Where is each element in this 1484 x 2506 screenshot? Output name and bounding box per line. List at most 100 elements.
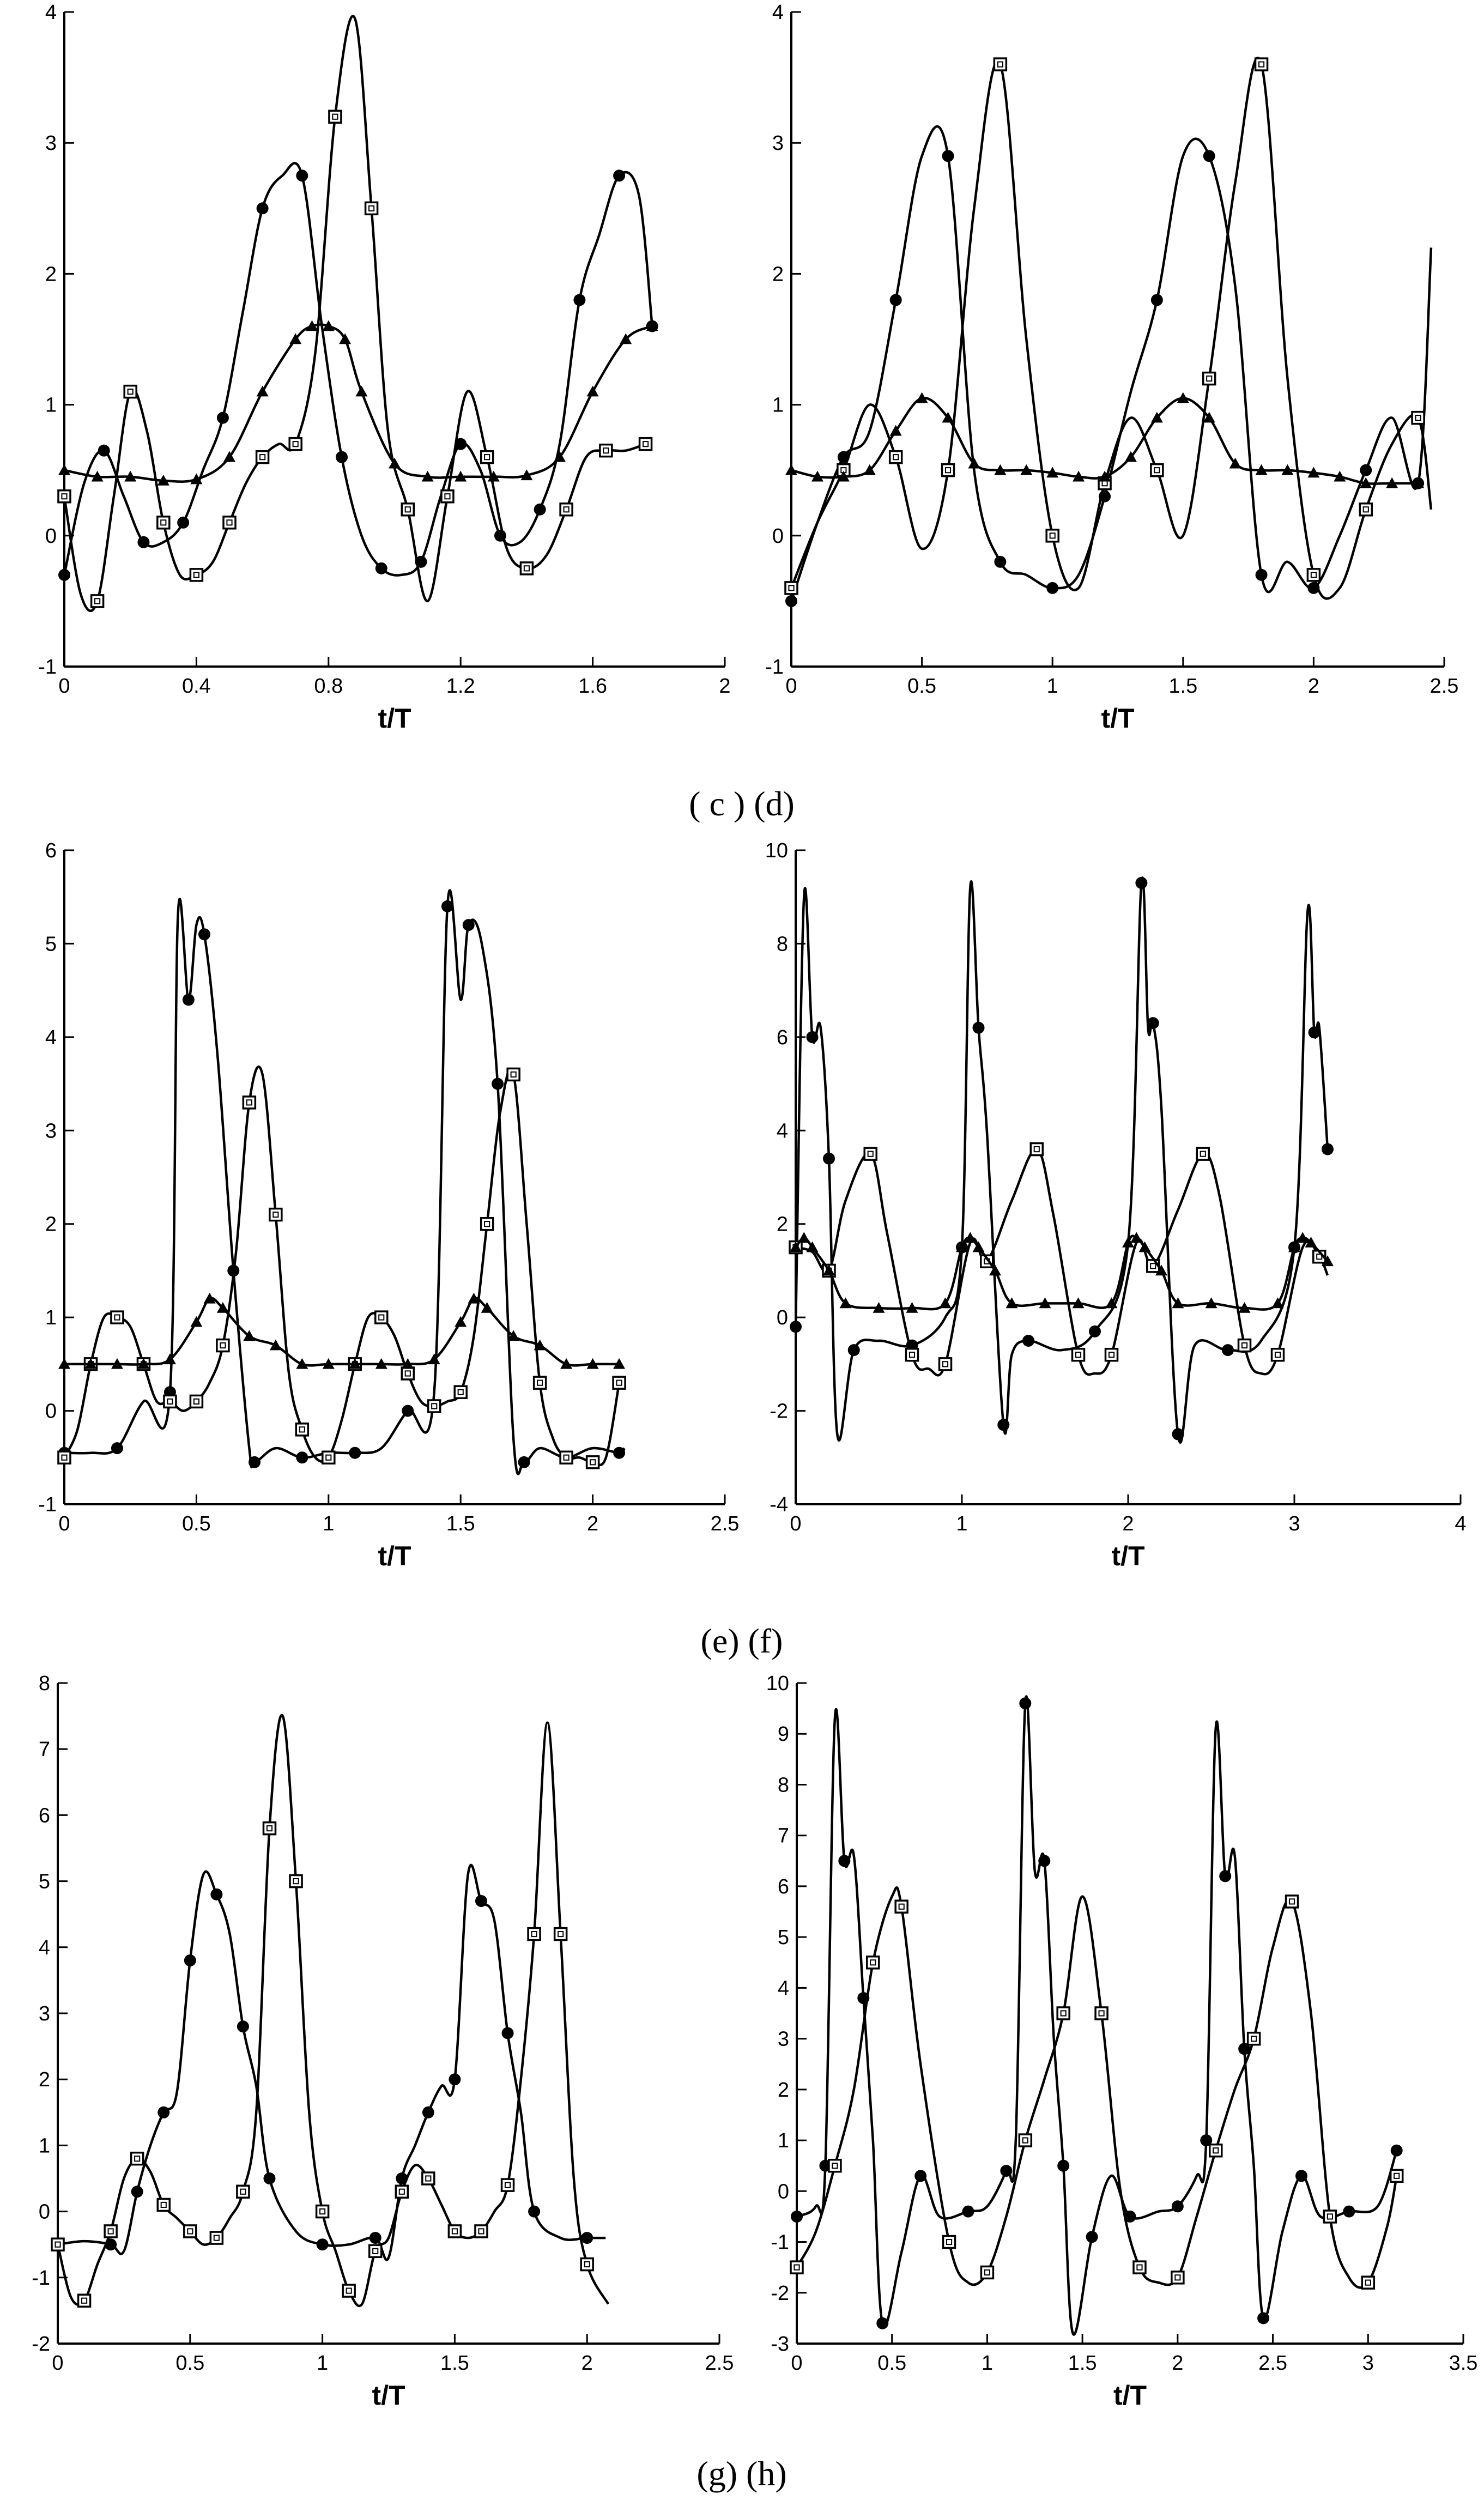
circle-marker (402, 1405, 414, 1417)
square-marker-inner (134, 2156, 141, 2162)
triangle-marker (216, 1302, 229, 1313)
square-marker-inner (984, 2269, 991, 2276)
square-marker (395, 2184, 409, 2199)
circle-marker (790, 1321, 802, 1333)
triangle-marker (1020, 464, 1033, 475)
circle-marker (316, 2238, 329, 2251)
triangle-marker (1006, 1297, 1018, 1309)
triangle-marker (586, 385, 599, 397)
x-tick-label: 1.5 (446, 1512, 475, 1535)
square-marker-inner (1108, 1352, 1115, 1358)
square-marker-inner (788, 585, 795, 591)
triangle-marker (806, 1241, 819, 1252)
square-marker (1056, 2006, 1070, 2020)
square-marker-inner (1200, 1151, 1206, 1157)
square-marker (368, 2244, 383, 2259)
circle-marker (791, 2210, 803, 2223)
square-marker (51, 2237, 65, 2251)
series-circle (790, 876, 1334, 1444)
square-marker (1018, 2133, 1033, 2147)
square-marker (527, 1927, 541, 1941)
square-marker-inner (431, 1403, 438, 1409)
triangle-marker (646, 320, 658, 331)
square-marker-inner (1174, 2274, 1181, 2281)
square-marker (374, 1310, 389, 1324)
square-marker-inner (266, 1825, 273, 1832)
square-marker (156, 516, 171, 530)
square-marker-inner (167, 1398, 173, 1405)
square-marker (447, 2224, 462, 2238)
series-square (51, 1714, 609, 2308)
circle-marker (198, 928, 210, 941)
circle-marker (237, 2020, 249, 2033)
square-marker (942, 2235, 956, 2249)
square-marker-inner (590, 1459, 596, 1466)
x-tick-label: 2 (1308, 675, 1319, 698)
triangle-marker (906, 1302, 918, 1313)
circle-marker (534, 503, 546, 516)
square-marker-inner (404, 506, 411, 513)
square-marker (1045, 529, 1059, 543)
square-marker (1389, 2169, 1404, 2183)
square-marker (90, 594, 105, 608)
circle-marker (1022, 1335, 1034, 1347)
triangle-marker (428, 1353, 440, 1365)
square-marker-inner (794, 2264, 800, 2271)
square-marker (1196, 1147, 1210, 1161)
circle-marker (1046, 582, 1059, 594)
circle-marker (528, 2205, 541, 2218)
x-tick-label: 2 (1122, 1512, 1134, 1535)
circle-marker (375, 562, 387, 574)
y-tick-label: -3 (771, 2333, 789, 2356)
triangle-marker (481, 1302, 493, 1313)
y-tick-label: -1 (38, 1493, 57, 1516)
circle-marker (1360, 464, 1372, 476)
circle-marker (182, 994, 195, 1006)
triangle-marker (956, 1241, 968, 1252)
circle-marker (613, 170, 626, 182)
square-marker-inner (1288, 1898, 1295, 1905)
square-marker-inner (1033, 1146, 1040, 1153)
triangle-marker (1072, 1297, 1085, 1309)
triangle-marker (790, 1241, 802, 1252)
square-marker-inner (832, 2163, 838, 2169)
square-marker-inner (292, 441, 299, 447)
series-circle (58, 162, 658, 581)
triangle-marker (402, 1358, 414, 1369)
square-marker (1202, 371, 1216, 386)
y-tick-label: 8 (777, 933, 788, 955)
circle-marker (111, 1442, 123, 1455)
x-tick-label: 0.5 (907, 675, 936, 698)
x-tick-label: 0.5 (175, 2352, 204, 2375)
square-marker-inner (259, 454, 266, 461)
square-marker-inner (1316, 1254, 1323, 1260)
triangle-marker (322, 320, 335, 331)
x-axis-label: t/T (378, 1541, 411, 1571)
x-tick-label: 2.5 (705, 2352, 734, 2375)
square-marker (585, 1455, 600, 1469)
square-marker (474, 2224, 488, 2238)
circle-marker (422, 2106, 434, 2118)
y-tick-label: 0 (39, 2201, 50, 2224)
square-marker-inner (107, 2228, 114, 2235)
square-marker-inner (293, 1878, 299, 1885)
square-marker (612, 1376, 626, 1390)
triangle-marker (1412, 477, 1425, 488)
series-line-circle (64, 889, 626, 1475)
square-marker (480, 450, 494, 464)
square-marker-inner (61, 1454, 68, 1461)
y-tick-label: -1 (32, 2267, 50, 2290)
square-marker-inner (1365, 2279, 1371, 2286)
triangle-marker (111, 1358, 123, 1369)
square-marker (553, 1927, 568, 1941)
x-tick-label: 0.4 (182, 675, 211, 698)
x-tick-label: 1 (1047, 675, 1058, 698)
square-marker-inner (246, 1099, 252, 1106)
square-marker (1171, 2271, 1185, 2285)
square-marker-inner (404, 1370, 411, 1377)
square-marker (57, 1450, 71, 1465)
square-marker (262, 1821, 277, 1836)
triangle-marker (1386, 477, 1398, 488)
square-marker (1029, 1142, 1044, 1157)
square-marker-inner (1251, 2036, 1257, 2042)
